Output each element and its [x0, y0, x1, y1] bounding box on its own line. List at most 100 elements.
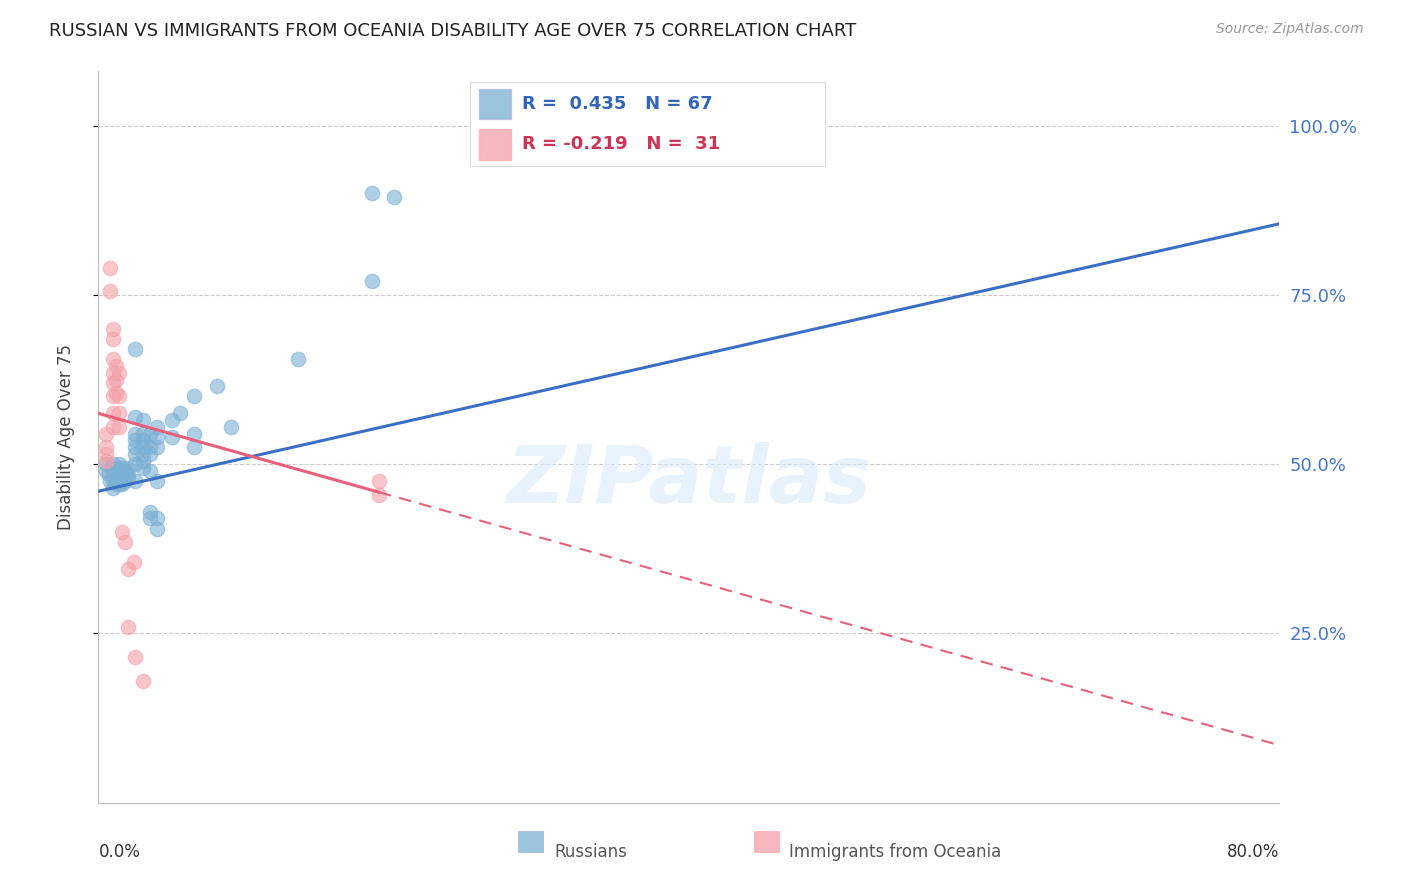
Point — [103, 474, 125, 488]
Point — [103, 376, 125, 390]
Point — [105, 359, 128, 373]
Point — [98, 260, 121, 275]
Point — [94, 464, 117, 478]
Point — [139, 426, 162, 441]
Point — [139, 505, 162, 519]
Text: 80.0%: 80.0% — [1227, 843, 1279, 861]
Point — [205, 379, 228, 393]
Point — [111, 524, 134, 539]
Point — [114, 535, 136, 549]
Point — [111, 477, 134, 491]
Point — [132, 434, 155, 448]
Point — [221, 420, 243, 434]
Point — [139, 440, 162, 454]
Point — [108, 366, 131, 380]
Point — [183, 440, 205, 454]
Point — [103, 352, 125, 367]
Point — [94, 457, 117, 471]
Point — [111, 467, 134, 482]
Point — [122, 555, 145, 569]
Text: 0.0%: 0.0% — [98, 843, 141, 861]
Point — [183, 426, 205, 441]
Point — [94, 454, 117, 468]
Point — [103, 322, 125, 336]
Point — [117, 467, 139, 482]
Point — [132, 440, 155, 454]
Point — [111, 474, 134, 488]
Point — [103, 481, 125, 495]
Point — [287, 352, 309, 367]
Point — [132, 426, 155, 441]
Point — [108, 457, 131, 471]
Point — [103, 420, 125, 434]
Point — [132, 413, 155, 427]
Point — [117, 460, 139, 475]
Point — [114, 464, 136, 478]
Point — [114, 474, 136, 488]
Point — [360, 186, 382, 201]
Point — [139, 511, 162, 525]
Point — [124, 650, 146, 665]
Point — [124, 342, 146, 356]
Point — [132, 447, 155, 461]
Text: RUSSIAN VS IMMIGRANTS FROM OCEANIA DISABILITY AGE OVER 75 CORRELATION CHART: RUSSIAN VS IMMIGRANTS FROM OCEANIA DISAB… — [49, 22, 856, 40]
Point — [94, 447, 117, 461]
Point — [105, 372, 128, 386]
Point — [124, 434, 146, 448]
Point — [103, 332, 125, 346]
Point — [132, 673, 155, 688]
Point — [382, 189, 405, 203]
Point — [111, 460, 134, 475]
Point — [111, 464, 134, 478]
Point — [105, 386, 128, 401]
Point — [132, 454, 155, 468]
Point — [146, 511, 169, 525]
Point — [105, 467, 128, 482]
Point — [146, 521, 169, 535]
Point — [108, 389, 131, 403]
Point — [117, 620, 139, 634]
Point — [103, 464, 125, 478]
Point — [146, 474, 169, 488]
Point — [108, 464, 131, 478]
Point — [108, 477, 131, 491]
Point — [97, 467, 120, 482]
Point — [183, 389, 205, 403]
Point — [132, 460, 155, 475]
Point — [169, 406, 191, 420]
Point — [146, 440, 169, 454]
Point — [146, 420, 169, 434]
Point — [139, 447, 162, 461]
Point — [124, 426, 146, 441]
Point — [105, 477, 128, 491]
Point — [114, 467, 136, 482]
Text: ZIPatlas: ZIPatlas — [506, 442, 872, 520]
Text: Russians: Russians — [554, 843, 627, 861]
Point — [368, 488, 391, 502]
Point — [124, 440, 146, 454]
Point — [94, 440, 117, 454]
Point — [108, 471, 131, 485]
Point — [98, 285, 121, 299]
Text: Immigrants from Oceania: Immigrants from Oceania — [789, 843, 1001, 861]
Point — [94, 426, 117, 441]
Point — [146, 430, 169, 444]
Point — [124, 447, 146, 461]
Point — [105, 460, 128, 475]
Y-axis label: Disability Age Over 75: Disability Age Over 75 — [56, 344, 75, 530]
Text: Source: ZipAtlas.com: Source: ZipAtlas.com — [1216, 22, 1364, 37]
Point — [124, 409, 146, 424]
Point — [108, 406, 131, 420]
Point — [162, 430, 183, 444]
Point — [105, 471, 128, 485]
Point — [368, 474, 391, 488]
Point — [108, 420, 131, 434]
Point — [103, 389, 125, 403]
Point — [139, 464, 162, 478]
Point — [98, 474, 121, 488]
Point — [103, 366, 125, 380]
Point — [360, 274, 382, 288]
Point — [124, 457, 146, 471]
Point — [162, 413, 183, 427]
Point — [124, 474, 146, 488]
